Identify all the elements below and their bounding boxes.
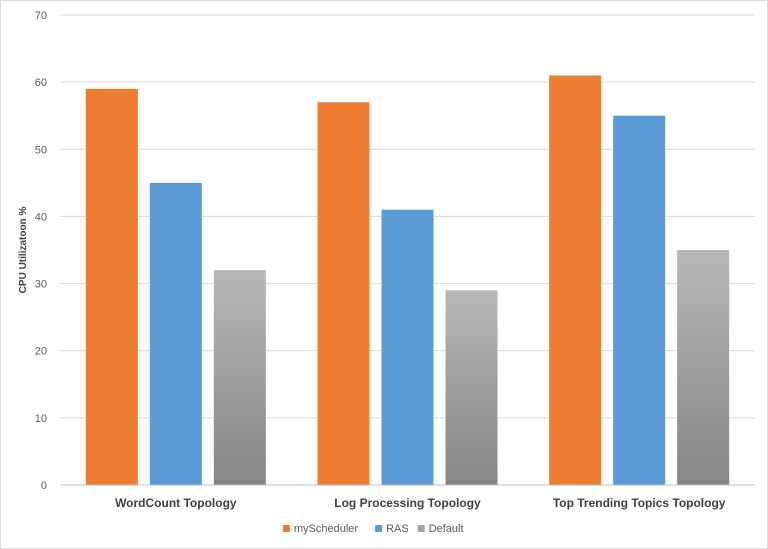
legend: myScheduler RAS Default xyxy=(282,523,464,535)
x-axis-category-labels: WordCount Topology Log Processing Topolog… xyxy=(115,496,726,510)
bar-ras-1 xyxy=(381,209,434,485)
y-tick-label: 60 xyxy=(35,77,47,89)
x-category-label: Top Trending Topics Topology xyxy=(553,496,726,510)
bar-myscheduler-0 xyxy=(85,88,138,485)
legend-label-myscheduler: myScheduler xyxy=(294,523,359,535)
x-category-label: WordCount Topology xyxy=(115,496,237,510)
y-axis-ticks: 0 10 20 30 40 50 60 70 xyxy=(35,10,47,492)
y-axis-title: CPU Utilizatoon % xyxy=(18,207,29,294)
legend-label-ras: RAS xyxy=(386,523,409,535)
bar-ras-0 xyxy=(149,182,202,485)
y-tick-label: 40 xyxy=(35,211,47,223)
x-category-label: Log Processing Topology xyxy=(334,496,481,510)
bar-default-0 xyxy=(213,270,266,485)
bar-default-2 xyxy=(677,250,730,485)
bar-myscheduler-2 xyxy=(549,75,602,485)
y-tick-label: 20 xyxy=(35,346,47,358)
bar-myscheduler-1 xyxy=(317,102,370,486)
bar-default-1 xyxy=(445,290,498,485)
y-tick-label: 10 xyxy=(35,413,47,425)
legend-swatch-ras xyxy=(375,525,383,532)
legend-swatch-myscheduler xyxy=(282,525,290,532)
legend-label-default: Default xyxy=(429,523,464,535)
y-tick-label: 30 xyxy=(35,279,47,291)
y-tick-label: 0 xyxy=(41,480,47,492)
y-tick-label: 70 xyxy=(35,10,47,22)
y-tick-label: 50 xyxy=(35,144,47,156)
legend-swatch-default xyxy=(417,525,425,532)
bars xyxy=(85,75,730,486)
bar-ras-2 xyxy=(613,115,666,485)
